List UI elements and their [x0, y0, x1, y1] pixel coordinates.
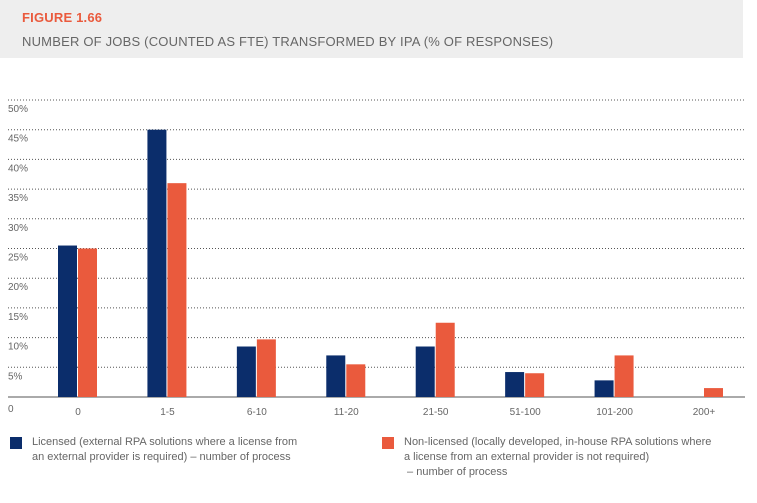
y-tick-label: 30% — [8, 223, 28, 234]
bar-chart: 0 5% 10% 15% 20% 25% 30% 35% 40% 45% 50% 0 1-5 6-10 11… — [8, 99, 745, 418]
y-tick-label: 5% — [8, 371, 23, 382]
bar-non-licensed — [435, 322, 455, 397]
figure-header: FIGURE 1.66 NUMBER OF JOBS (COUNTED AS F… — [0, 0, 743, 58]
bar-non-licensed — [525, 373, 545, 397]
bar-licensed — [58, 245, 77, 397]
bar-licensed — [147, 129, 167, 397]
bar-licensed — [505, 372, 525, 397]
bar-non-licensed — [614, 355, 634, 397]
y-tick-label: 50% — [8, 104, 28, 115]
y-tick-label: 45% — [8, 134, 28, 145]
bar-licensed — [415, 346, 435, 397]
y-tick-label: 35% — [8, 193, 28, 204]
legend-label-non-licensed: Non-licensed (locally developed, in-hous… — [404, 436, 712, 478]
x-tick-label: 200+ — [693, 407, 716, 418]
legend-swatch-non-licensed — [382, 437, 394, 449]
bar-licensed — [236, 346, 256, 397]
bar-non-licensed — [346, 364, 366, 397]
bar-non-licensed — [256, 339, 276, 397]
bar-non-licensed — [78, 248, 97, 397]
figure-label: FIGURE 1.66 — [22, 10, 103, 25]
figure-title: NUMBER OF JOBS (COUNTED AS FTE) TRANSFOR… — [22, 34, 554, 49]
y-tick-label: 0 — [8, 404, 14, 415]
x-tick-label: 11-20 — [334, 407, 359, 418]
x-tick-label: 101-200 — [596, 407, 633, 418]
x-tick-label: 1-5 — [160, 407, 175, 418]
y-tick-label: 20% — [8, 282, 28, 293]
bar-non-licensed — [167, 183, 187, 397]
legend-swatch-licensed — [10, 437, 22, 449]
bar-licensed — [594, 380, 614, 397]
bar-non-licensed — [704, 388, 723, 397]
y-tick-label: 25% — [8, 253, 28, 264]
y-tick-label: 15% — [8, 312, 28, 323]
legend-label-licensed: Licensed (external RPA solutions where a… — [32, 436, 298, 463]
x-tick-label: 6-10 — [247, 407, 267, 418]
y-tick-label: 40% — [8, 163, 28, 174]
bar-licensed — [326, 355, 346, 397]
x-tick-label: 0 — [75, 407, 81, 418]
x-tick-label: 51-100 — [510, 407, 542, 418]
y-tick-label: 10% — [8, 342, 28, 353]
x-tick-label: 21-50 — [423, 407, 449, 418]
